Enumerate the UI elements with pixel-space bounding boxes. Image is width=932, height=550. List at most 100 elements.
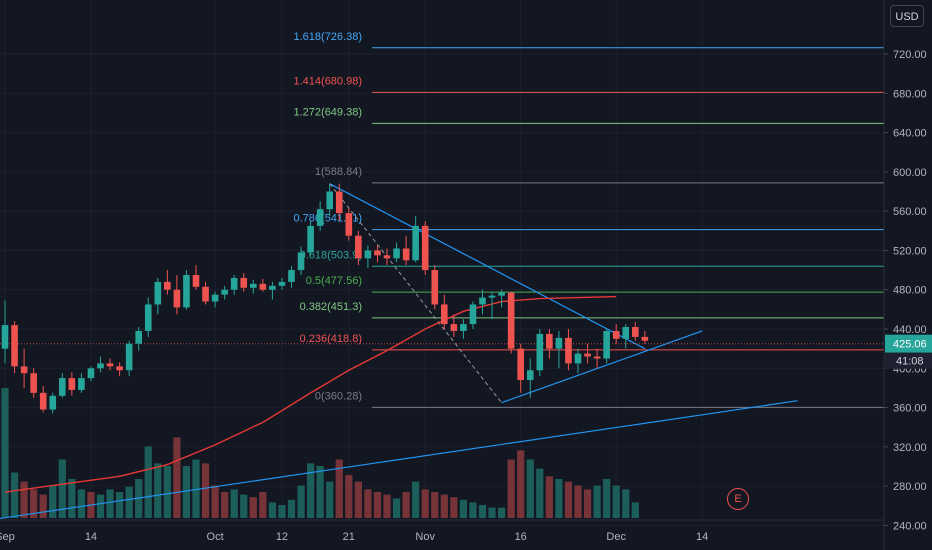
volume-bar (450, 497, 458, 518)
trend-line (501, 330, 703, 404)
volume-bar (545, 476, 553, 518)
volume-bar (10, 472, 19, 518)
trend-lines[interactable] (0, 183, 798, 521)
volume-bar (421, 489, 429, 518)
fib-level-label: 1(588.84) (315, 166, 362, 178)
candle-body (59, 378, 66, 396)
volume-bar (354, 481, 362, 518)
price-axis[interactable]: 240.00280.00320.00360.00400.00440.00480.… (883, 0, 927, 550)
candle-body (526, 370, 534, 381)
last-price-label: 425.06 (893, 339, 927, 351)
candle-body (87, 368, 95, 379)
candle-body (441, 304, 448, 325)
fib-level-label: 0.618(503.9) (300, 249, 362, 261)
volume-bar (249, 497, 257, 518)
candle-body (144, 304, 152, 331)
volume-bars (1, 388, 639, 518)
volume-bar (106, 489, 114, 518)
volume-bar (49, 485, 57, 518)
volume-bar (39, 494, 47, 518)
volume-bar (555, 479, 563, 518)
volume-bar (240, 494, 248, 518)
candle-body (106, 363, 114, 367)
earnings-event-icon[interactable]: E (727, 488, 749, 510)
volume-bar (173, 437, 181, 518)
volume-bar (20, 481, 28, 518)
trend-line (329, 183, 646, 350)
volume-bar (68, 479, 76, 518)
volume-bar (564, 481, 573, 518)
candle-body (230, 277, 238, 290)
time-tick-label: 14 (696, 531, 708, 543)
candle-body (450, 324, 458, 331)
candle-body (593, 356, 601, 359)
volume-bar (345, 475, 353, 518)
candle-body (632, 327, 639, 337)
candle-body (517, 348, 524, 381)
candle-body (278, 281, 286, 286)
price-tick-label: 640.00 (893, 128, 927, 140)
candle-body (49, 395, 57, 410)
candle-body (288, 270, 295, 282)
volume-bar (622, 489, 630, 518)
currency-button[interactable]: USD (890, 5, 924, 27)
volume-bar (116, 492, 124, 518)
candle-body (393, 248, 400, 259)
volume-bar (316, 466, 324, 518)
fib-level-label: 1.272(649.38) (294, 106, 363, 118)
volume-bar (517, 450, 525, 518)
volume-bar (507, 459, 515, 518)
candle-body (1, 325, 9, 349)
price-tick-label: 240.00 (893, 520, 927, 532)
candle-body (345, 213, 353, 236)
price-tick-label: 440.00 (893, 324, 927, 336)
price-tick-label: 680.00 (893, 88, 927, 100)
fibonacci-levels[interactable]: 1.618(726.38) 1.414(680.98) 1.272(649.38) 1… (294, 31, 885, 408)
candle-body (297, 252, 305, 271)
volume-bar (373, 492, 382, 518)
candle-body (211, 294, 219, 302)
volume-bar (440, 494, 448, 518)
price-tick-label: 280.00 (893, 481, 927, 493)
volume-bar (574, 485, 582, 518)
price-tick-label: 560.00 (893, 206, 927, 218)
trend-line (0, 400, 798, 520)
fib-level-label: 0.5(477.56) (306, 275, 362, 287)
candle-body (546, 333, 553, 349)
candle-body (507, 292, 515, 349)
time-tick-label: Oct (207, 531, 224, 543)
fib-level-label: 0(360.28) (315, 390, 362, 402)
volume-bar (488, 507, 496, 518)
volume-bar (469, 502, 477, 518)
candle-body (469, 304, 477, 325)
time-axis[interactable]: Sep 14 Oct 12 21 Nov 16 Dec 14 (0, 519, 884, 543)
candle-body (269, 285, 276, 290)
volume-bar (144, 446, 152, 518)
volume-bar (211, 485, 219, 518)
candle-body (412, 225, 419, 261)
price-tick-label: 360.00 (893, 403, 927, 415)
price-tick-label: 480.00 (893, 285, 927, 297)
volume-bar (201, 463, 210, 518)
candle-body (221, 289, 228, 295)
time-tick-label: 14 (85, 531, 97, 543)
projection-dashed-line (329, 183, 502, 403)
candle-body (116, 366, 123, 371)
volume-bar (307, 463, 315, 518)
time-tick-label: 21 (343, 531, 355, 543)
volume-bar (297, 485, 305, 518)
volume-bar (326, 481, 334, 518)
price-badges: 425.06 41:08 (885, 334, 932, 369)
time-tick-label: Sep (0, 531, 15, 543)
volume-bar (431, 492, 439, 518)
volume-bar (192, 459, 200, 518)
volume-bar (1, 388, 9, 518)
volume-bar (221, 492, 229, 518)
volume-bar (58, 459, 66, 518)
volume-bar (230, 489, 238, 518)
candle-body (460, 324, 467, 331)
candlesticks (1, 183, 649, 414)
candle-body (374, 250, 381, 256)
candle-body (603, 330, 610, 359)
